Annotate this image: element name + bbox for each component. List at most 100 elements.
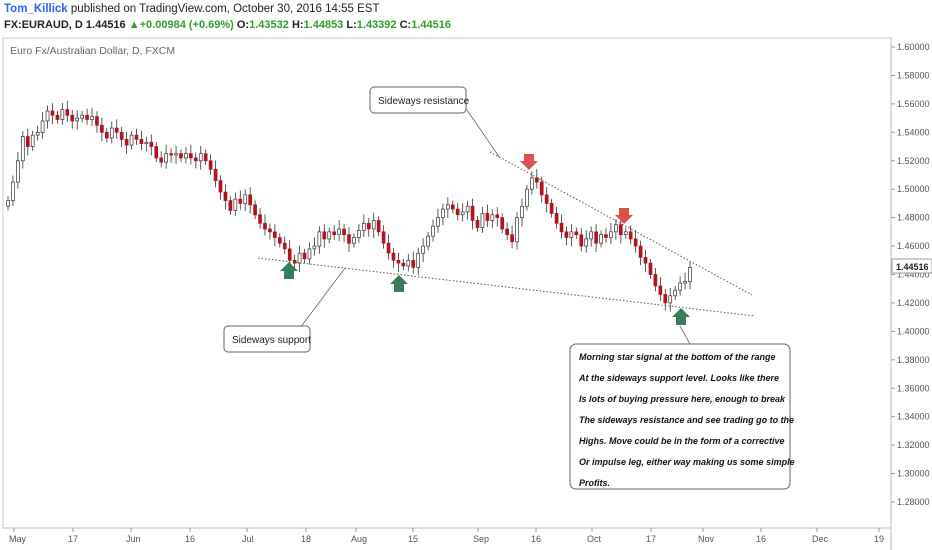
candle-down[interactable] bbox=[386, 242, 391, 254]
candle-down[interactable] bbox=[169, 153, 173, 156]
candle-down[interactable] bbox=[253, 204, 257, 216]
symbol-label[interactable]: FX:EURAUD, D bbox=[4, 19, 83, 31]
candle-down[interactable] bbox=[85, 114, 89, 120]
candle-up[interactable] bbox=[421, 245, 425, 254]
candle-down[interactable] bbox=[238, 198, 243, 204]
candle-down[interactable] bbox=[105, 131, 109, 139]
candle-down[interactable] bbox=[604, 234, 608, 238]
candle-down[interactable] bbox=[322, 231, 327, 240]
candle-down[interactable] bbox=[347, 234, 351, 244]
candle-up[interactable] bbox=[40, 120, 45, 133]
candle-up[interactable] bbox=[16, 160, 20, 183]
candle-up[interactable] bbox=[431, 225, 435, 237]
candle-down[interactable] bbox=[564, 231, 569, 238]
candle-up[interactable] bbox=[20, 136, 25, 162]
candle-down[interactable] bbox=[539, 181, 544, 196]
candle-down[interactable] bbox=[70, 114, 75, 122]
candle-down[interactable] bbox=[50, 110, 55, 116]
candle-down[interactable] bbox=[450, 204, 455, 210]
chart-canvas[interactable]: Euro Fx/Australian Dollar, D, FXCM 1.600… bbox=[0, 36, 932, 550]
candle-down[interactable] bbox=[100, 124, 104, 133]
candle-up[interactable] bbox=[30, 134, 35, 147]
candle-down[interactable] bbox=[544, 194, 549, 204]
candle-down[interactable] bbox=[154, 146, 159, 159]
candle-up[interactable] bbox=[35, 131, 40, 136]
candle-up[interactable] bbox=[668, 295, 673, 304]
candle-down[interactable] bbox=[643, 257, 648, 264]
candle-down[interactable] bbox=[218, 180, 223, 193]
candle-up[interactable] bbox=[426, 235, 430, 247]
candle-down[interactable] bbox=[302, 252, 307, 260]
candle-up[interactable] bbox=[327, 231, 332, 240]
candle-up[interactable] bbox=[144, 141, 149, 145]
candle-down[interactable] bbox=[549, 203, 554, 214]
candle-down[interactable] bbox=[470, 205, 475, 221]
candle-up[interactable] bbox=[184, 153, 188, 159]
candle-down[interactable] bbox=[248, 194, 252, 206]
candle-down[interactable] bbox=[277, 237, 282, 244]
candle-down[interactable] bbox=[65, 109, 70, 116]
candle-up[interactable] bbox=[60, 109, 65, 120]
candle-down[interactable] bbox=[628, 231, 633, 240]
candle-down[interactable] bbox=[124, 139, 129, 146]
candle-down[interactable] bbox=[223, 191, 228, 201]
candle-down[interactable] bbox=[95, 116, 99, 126]
candle-down[interactable] bbox=[342, 228, 346, 236]
candle-up[interactable] bbox=[90, 116, 94, 120]
candle-up[interactable] bbox=[6, 200, 10, 207]
candle-up[interactable] bbox=[371, 220, 376, 230]
candle-down[interactable] bbox=[134, 134, 139, 140]
candle-up[interactable] bbox=[75, 117, 80, 122]
candle-down[interactable] bbox=[554, 213, 559, 224]
candle-down[interactable] bbox=[149, 141, 154, 147]
candle-down[interactable] bbox=[658, 285, 663, 295]
candle-up[interactable] bbox=[460, 211, 465, 216]
candle-up[interactable] bbox=[530, 177, 534, 190]
candle-up[interactable] bbox=[678, 282, 682, 291]
candle-down[interactable] bbox=[648, 262, 653, 275]
candle-down[interactable] bbox=[534, 177, 539, 183]
candle-up[interactable] bbox=[683, 281, 687, 284]
candle-up[interactable] bbox=[623, 231, 628, 236]
candle-down[interactable] bbox=[213, 168, 218, 182]
candle-up[interactable] bbox=[673, 289, 678, 297]
candle-up[interactable] bbox=[337, 228, 341, 236]
candle-up[interactable] bbox=[584, 238, 589, 247]
candle-up[interactable] bbox=[317, 231, 322, 247]
candle-down[interactable] bbox=[179, 153, 183, 159]
candle-down[interactable] bbox=[574, 231, 579, 236]
candle-up[interactable] bbox=[515, 217, 519, 243]
candle-down[interactable] bbox=[579, 234, 584, 247]
candle-down[interactable] bbox=[139, 139, 144, 145]
candle-down[interactable] bbox=[401, 262, 406, 267]
candle-up[interactable] bbox=[109, 127, 114, 139]
candle-down[interactable] bbox=[663, 294, 668, 304]
candle-up[interactable] bbox=[11, 181, 15, 201]
candle-down[interactable] bbox=[228, 200, 233, 211]
candle-down[interactable] bbox=[638, 245, 643, 258]
candle-down[interactable] bbox=[495, 214, 500, 218]
candle-up[interactable] bbox=[352, 237, 356, 244]
candle-up[interactable] bbox=[198, 153, 203, 162]
candle-down[interactable] bbox=[366, 222, 371, 230]
candle-down[interactable] bbox=[475, 220, 480, 228]
candle-up[interactable] bbox=[569, 231, 574, 238]
author-link[interactable]: Tom_Killick bbox=[4, 3, 68, 15]
candle-down[interactable] bbox=[391, 252, 396, 261]
candle-down[interactable] bbox=[208, 160, 213, 170]
candle-down[interactable] bbox=[559, 222, 564, 233]
candle-down[interactable] bbox=[25, 136, 30, 147]
candle-up[interactable] bbox=[589, 231, 593, 240]
candle-up[interactable] bbox=[164, 153, 168, 163]
candle-down[interactable] bbox=[287, 248, 292, 261]
resistance-trendline[interactable] bbox=[489, 151, 753, 296]
candle-down[interactable] bbox=[381, 231, 386, 244]
candle-down[interactable] bbox=[263, 222, 267, 230]
resistance-callout[interactable] bbox=[369, 86, 467, 114]
candle-down[interactable] bbox=[203, 153, 208, 162]
candle-down[interactable] bbox=[189, 153, 193, 159]
candle-down[interactable] bbox=[510, 234, 514, 243]
candle-down[interactable] bbox=[594, 231, 598, 244]
candle-down[interactable] bbox=[455, 208, 460, 216]
candle-down[interactable] bbox=[268, 228, 272, 233]
